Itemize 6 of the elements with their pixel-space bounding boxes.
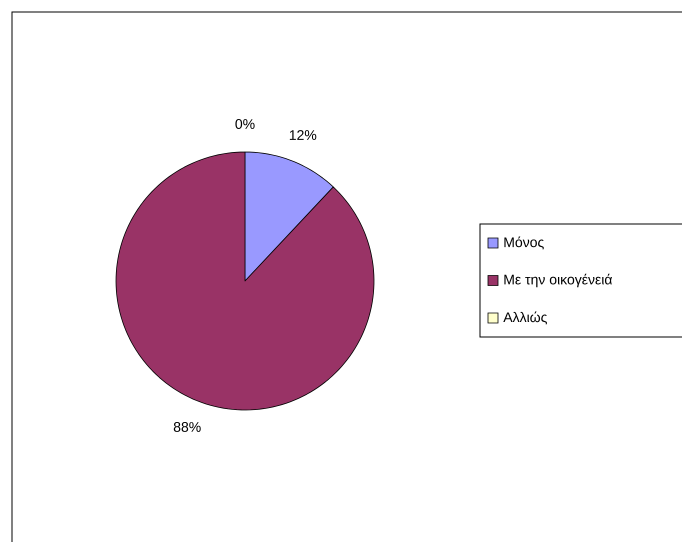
data-label: 12% — [290, 130, 316, 140]
legend-label: Μόνος — [504, 236, 544, 250]
legend-label: Με την οικογένειά — [504, 274, 612, 288]
legend-label: Αλλιώς — [503, 312, 547, 324]
text: 0% — [235, 119, 255, 129]
data-label: 88% — [174, 422, 201, 432]
